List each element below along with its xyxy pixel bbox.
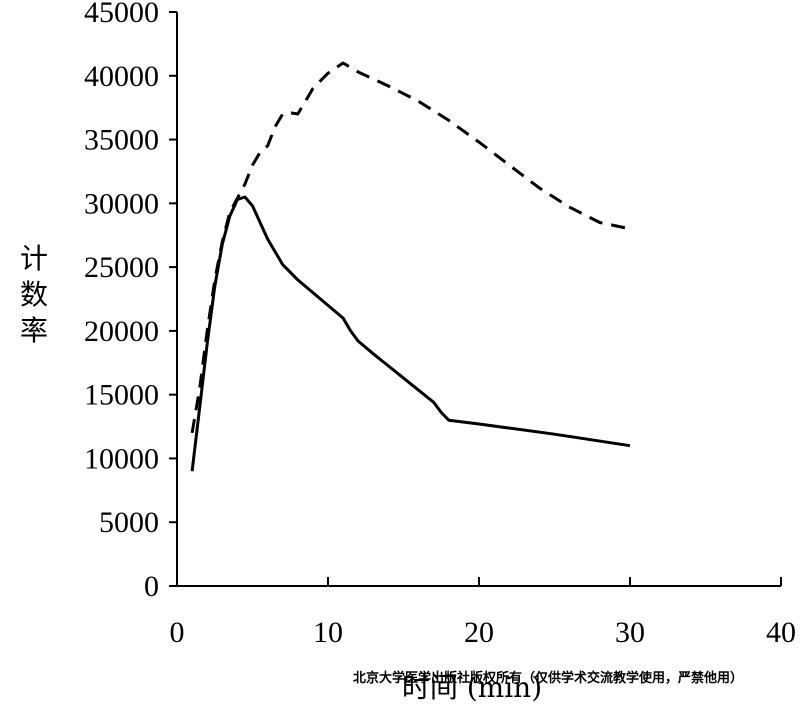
y-axis-title-char: 数 <box>20 278 48 311</box>
y-tick-label: 45000 <box>84 0 159 29</box>
x-tick-label: 0 <box>170 616 185 649</box>
plot-lines <box>190 61 631 472</box>
y-tick-label: 25000 <box>84 251 159 284</box>
y-axis-title-char: 计 <box>20 242 48 275</box>
x-tick-labels: 0 10 20 30 40 <box>170 616 797 649</box>
x-axis-title: 时间 (min) <box>402 671 542 704</box>
y-tick-label: 10000 <box>84 442 159 475</box>
y-tick-label: 30000 <box>84 187 159 220</box>
x-tick-label: 40 <box>766 616 796 649</box>
y-tick-labels: 0 5000 10000 15000 20000 25000 30000 35000 40000… <box>84 0 159 603</box>
y-axis-title-char: 率 <box>20 314 48 347</box>
y-tick-label: 40000 <box>84 60 159 93</box>
y-tick-label: 15000 <box>84 379 159 412</box>
x-tick-label: 20 <box>464 616 494 649</box>
watermark-text: 北京大学医学出版社版权所有（仅供学术交流教学使用，严禁他用） <box>353 670 743 686</box>
y-axis-title: 计数率 <box>20 242 48 347</box>
x-tick-label: 30 <box>615 616 645 649</box>
y-tick-label: 0 <box>144 570 159 603</box>
y-tick-label: 35000 <box>84 124 159 157</box>
y-tick-label: 20000 <box>84 315 159 348</box>
x-ticks <box>176 577 782 586</box>
x-tick-label: 10 <box>313 616 343 649</box>
y-ticks <box>169 11 177 587</box>
series-line-solid <box>190 195 631 472</box>
y-tick-label: 5000 <box>99 506 159 539</box>
series-line-dashed <box>190 61 631 434</box>
